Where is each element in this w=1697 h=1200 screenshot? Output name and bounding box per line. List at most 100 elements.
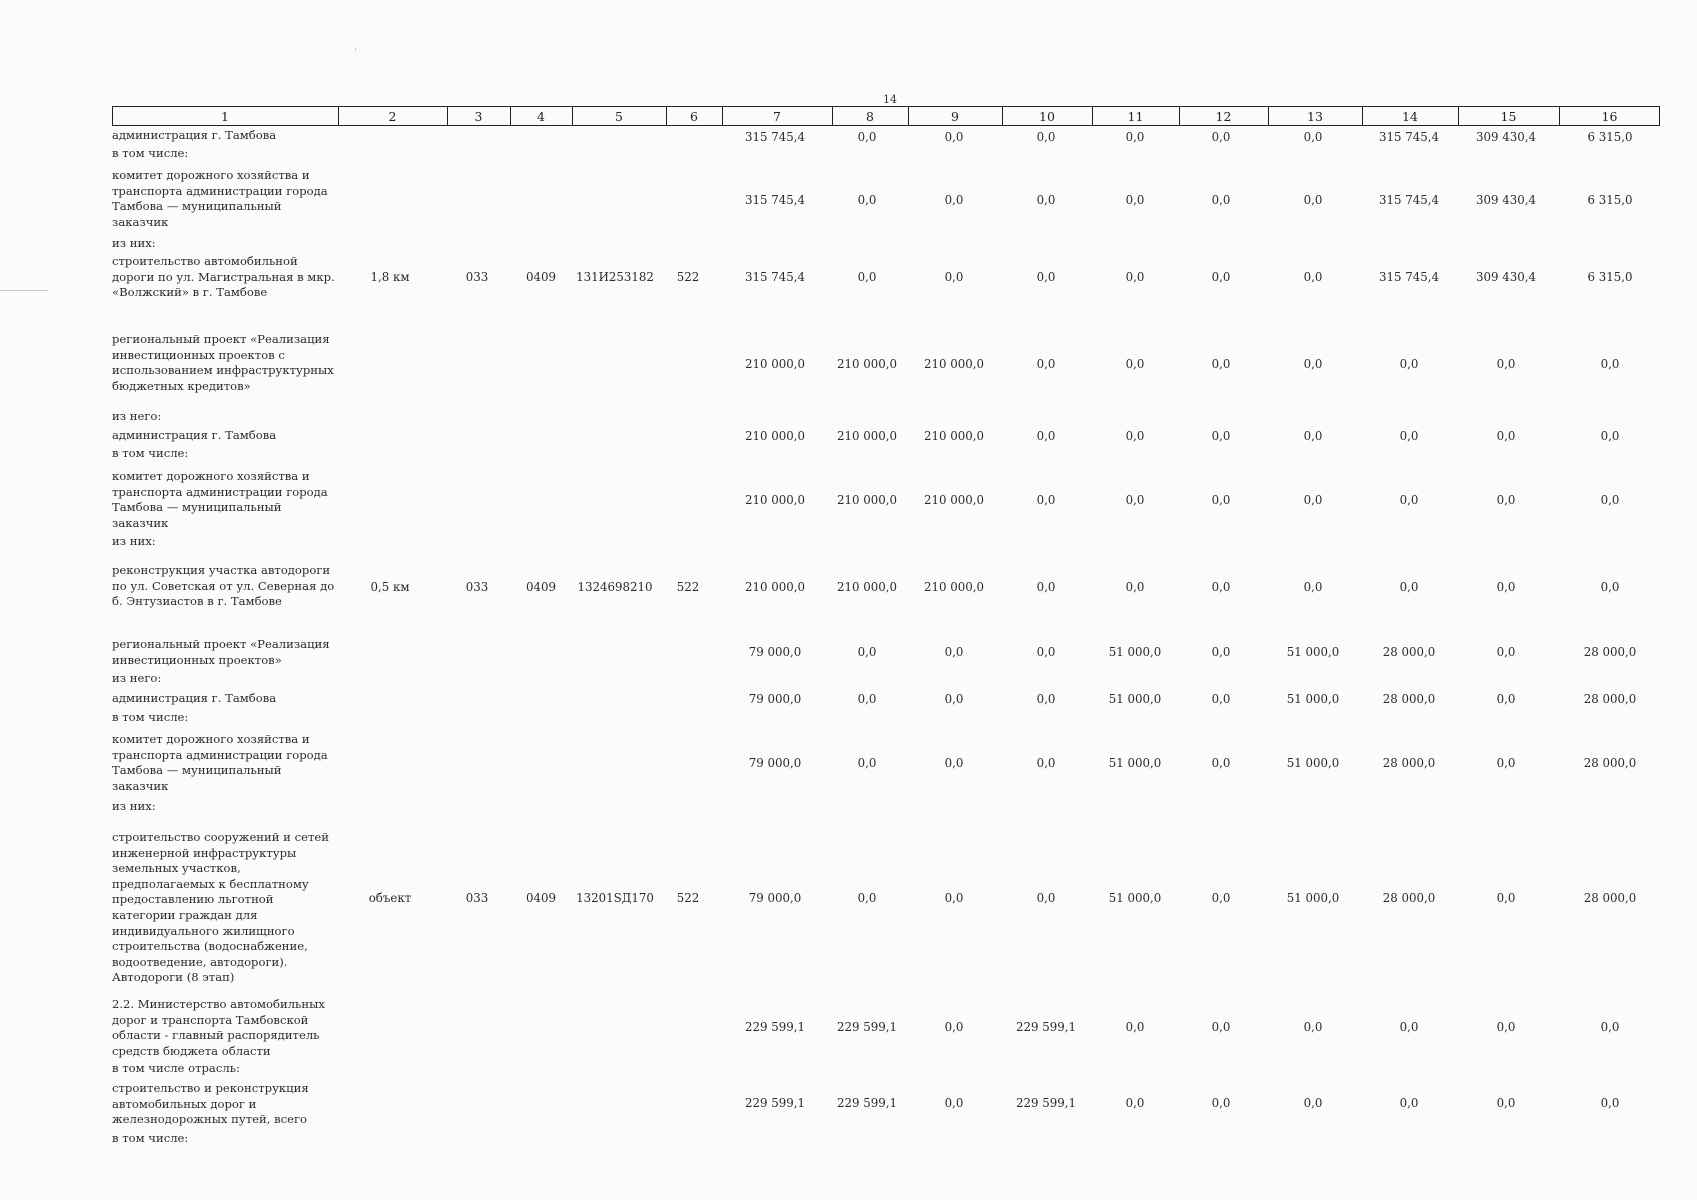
value-cell: 315 745,4	[1378, 193, 1440, 207]
value-cell: 0,0	[1496, 1020, 1516, 1034]
value-cell: 210 000,0	[836, 357, 898, 371]
value-cell: 0,0	[1600, 493, 1620, 507]
value-cell: 0,0	[1496, 1096, 1516, 1110]
value-cell: 229 599,1	[744, 1096, 806, 1110]
row-label: строительство и реконструкция автомобиль…	[112, 1081, 309, 1127]
value-cell: 0,0	[1496, 756, 1516, 770]
value-cell: 28 000,0	[1382, 645, 1436, 659]
header-separator	[1559, 106, 1560, 126]
row-label: региональный проект «Реализация инвестиц…	[112, 637, 330, 667]
value-cell: 0,0	[1211, 270, 1231, 284]
value-cell: 229 599,1	[1015, 1020, 1077, 1034]
row-label: из них:	[112, 799, 156, 813]
header-cell: 5	[615, 109, 623, 124]
value-cell: 0,0	[1125, 357, 1145, 371]
value-cell: 0,0	[1211, 692, 1231, 706]
header-separator	[1268, 106, 1269, 126]
header-cell: 15	[1500, 109, 1517, 124]
value-cell: 315 745,4	[744, 270, 806, 284]
row-label: строительство автомобильной дороги по ул…	[112, 254, 335, 300]
header-cell: 9	[951, 109, 959, 124]
scan-artifact	[355, 48, 356, 51]
row-label: комитет дорожного хозяйства и транспорта…	[112, 168, 328, 229]
value-cell: 0,0	[1399, 580, 1419, 594]
code-cell: 033	[465, 891, 489, 905]
value-cell: 0,0	[1600, 429, 1620, 443]
value-cell: 0,0	[857, 270, 877, 284]
row-label: в том числе отрасль:	[112, 1061, 240, 1075]
value-cell: 315 745,4	[744, 130, 806, 144]
header-separator	[1002, 106, 1003, 126]
row-label: из него:	[112, 409, 162, 423]
value-cell: 0,0	[1211, 357, 1231, 371]
value-cell: 210 000,0	[836, 580, 898, 594]
row-label: реконструкция участка автодороги по ул. …	[112, 563, 335, 609]
code-cell: 033	[465, 580, 489, 594]
unit-cell: объект	[368, 891, 412, 905]
value-cell: 0,0	[1036, 357, 1056, 371]
value-cell: 28 000,0	[1382, 891, 1436, 905]
value-cell: 0,0	[1303, 270, 1323, 284]
value-cell: 0,0	[1036, 891, 1056, 905]
value-cell: 210 000,0	[744, 357, 806, 371]
value-cell: 315 745,4	[1378, 270, 1440, 284]
value-cell: 0,0	[1211, 1020, 1231, 1034]
value-cell: 51 000,0	[1286, 692, 1340, 706]
value-cell: 0,0	[944, 692, 964, 706]
row-label: комитет дорожного хозяйства и транспорта…	[112, 732, 328, 793]
value-cell: 0,0	[857, 193, 877, 207]
value-cell: 79 000,0	[748, 645, 802, 659]
value-cell: 0,0	[857, 692, 877, 706]
value-cell: 0,0	[1600, 580, 1620, 594]
row-label: в том числе:	[112, 146, 189, 160]
value-cell: 0,0	[1303, 1096, 1323, 1110]
value-cell: 315 745,4	[1378, 130, 1440, 144]
value-cell: 51 000,0	[1286, 645, 1340, 659]
header-separator	[1092, 106, 1093, 126]
row-label: региональный проект «Реализация инвестиц…	[112, 332, 334, 393]
value-cell: 0,0	[944, 645, 964, 659]
header-cell: 7	[773, 109, 781, 124]
value-cell: 0,0	[944, 130, 964, 144]
row-label: из них:	[112, 534, 156, 548]
value-cell: 0,0	[1125, 1096, 1145, 1110]
value-cell: 0,0	[1036, 270, 1056, 284]
value-cell: 0,0	[1211, 891, 1231, 905]
row-label: строительство сооружений и сетей инженер…	[112, 830, 329, 985]
value-cell: 28 000,0	[1583, 756, 1637, 770]
value-cell: 6 315,0	[1587, 193, 1633, 207]
value-cell: 210 000,0	[744, 580, 806, 594]
header-cell: 12	[1215, 109, 1232, 124]
code-cell: 522	[676, 580, 700, 594]
code-cell: 131И253182	[576, 270, 654, 284]
row-label: из них:	[112, 236, 156, 250]
value-cell: 0,0	[1496, 493, 1516, 507]
header-cell: 11	[1127, 109, 1144, 124]
value-cell: 0,0	[857, 756, 877, 770]
value-cell: 229 599,1	[744, 1020, 806, 1034]
value-cell: 0,0	[1496, 357, 1516, 371]
row-label: администрация г. Тамбова	[112, 691, 277, 705]
value-cell: 51 000,0	[1108, 692, 1162, 706]
value-cell: 210 000,0	[744, 493, 806, 507]
value-cell: 0,0	[1600, 1020, 1620, 1034]
value-cell: 0,0	[1600, 1096, 1620, 1110]
value-cell: 0,0	[857, 645, 877, 659]
row-label: комитет дорожного хозяйства и транспорта…	[112, 469, 328, 530]
value-cell: 0,0	[1125, 493, 1145, 507]
value-cell: 0,0	[1211, 130, 1231, 144]
value-cell: 0,0	[1399, 357, 1419, 371]
value-cell: 0,0	[1303, 429, 1323, 443]
value-cell: 229 599,1	[836, 1096, 898, 1110]
code-cell: 033	[465, 270, 489, 284]
value-cell: 79 000,0	[748, 891, 802, 905]
unit-cell: 1,8 км	[370, 270, 410, 284]
row-label: из него:	[112, 671, 162, 685]
value-cell: 0,0	[1036, 429, 1056, 443]
value-cell: 0,0	[1125, 130, 1145, 144]
value-cell: 210 000,0	[744, 429, 806, 443]
value-cell: 0,0	[857, 130, 877, 144]
value-cell: 0,0	[1036, 493, 1056, 507]
page-number: 14	[883, 93, 897, 106]
header-cell: 10	[1039, 109, 1055, 124]
